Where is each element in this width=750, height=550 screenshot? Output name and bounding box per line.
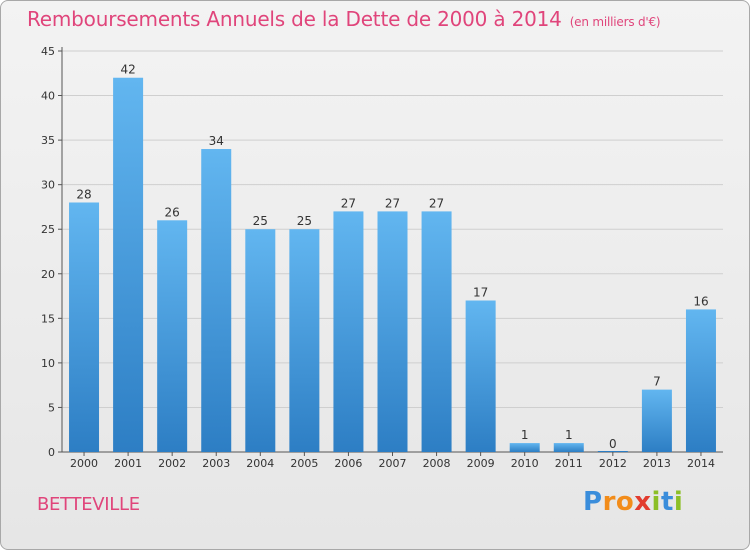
value-label-2000: 28 [76,187,91,201]
commune-name: BETTEVILLE [37,494,140,515]
bar-value-labels: 28 42 26 34 25 25 27 27 27 17 1 1 0 7 16 [76,63,708,451]
chart-subtitle: (en milliers d'€) [569,15,661,29]
value-label-2012: 0 [609,437,617,451]
bar-2004 [245,229,276,452]
x-tick-label: 2004 [246,457,274,470]
bar-2005 [289,229,320,452]
value-label-2011: 1 [565,428,573,442]
value-label-2010: 1 [521,428,529,442]
y-tick-label: 30 [41,179,55,192]
bar-2009 [465,300,496,452]
bar-2000 [69,202,100,452]
y-tick-label: 5 [48,401,55,414]
logo-letter: r [602,487,616,517]
proxiti-logo[interactable]: Proxiti [583,487,683,517]
x-tick-label: 2000 [70,457,98,470]
chart-title-text: Remboursements Annuels de la Dette de 20… [27,7,562,31]
y-tick-label: 15 [41,312,55,325]
value-label-2008: 27 [429,196,444,210]
y-tick-label: 0 [48,446,55,459]
x-tick-label: 2011 [555,457,583,470]
x-tick-label: 2006 [334,457,362,470]
bars [69,77,716,452]
x-tick-label: 2012 [599,457,627,470]
y-tick-label: 20 [41,268,55,281]
y-tick-label: 45 [41,45,55,58]
x-tick-label: 2002 [158,457,186,470]
bar-2002 [157,220,188,452]
y-tick-label: 40 [41,90,55,103]
value-label-2009: 17 [473,286,488,300]
value-label-2006: 27 [341,196,356,210]
chart-title: Remboursements Annuels de la Dette de 20… [27,7,661,31]
bar-2013 [641,389,672,452]
x-tick-label: 2014 [687,457,715,470]
bar-2008 [421,211,452,452]
logo-letter: i [651,487,661,517]
x-tick-label: 2003 [202,457,230,470]
value-label-2001: 42 [120,63,135,77]
x-tick-label: 2005 [290,457,318,470]
bar-2010 [509,443,540,452]
y-tick-label: 10 [41,357,55,370]
y-tick-label: 25 [41,223,55,236]
bar-2001 [113,77,144,452]
logo-letter: o [615,487,635,517]
logo-letter: P [583,487,603,517]
bar-2003 [201,149,232,452]
value-label-2014: 16 [693,294,708,308]
x-tick-label: 2009 [467,457,495,470]
bar-2006 [333,211,364,452]
value-label-2007: 27 [385,196,400,210]
bar-2014 [685,309,716,452]
value-label-2013: 7 [653,375,661,389]
x-tick-label: 2010 [511,457,539,470]
logo-letter: i [673,487,684,517]
value-label-2003: 34 [209,134,224,148]
logo-letter: x [634,487,652,517]
value-label-2005: 25 [297,214,312,228]
x-tick-label: 2013 [643,457,671,470]
logo-letter: t [660,487,674,517]
x-tick-label: 2007 [379,457,407,470]
value-label-2004: 25 [253,214,268,228]
bar-2011 [553,443,584,452]
y-tick-label: 35 [41,134,55,147]
x-tick-label: 2008 [423,457,451,470]
bar-2007 [377,211,408,452]
x-tick-label: 2001 [114,457,142,470]
value-label-2002: 26 [165,205,180,219]
